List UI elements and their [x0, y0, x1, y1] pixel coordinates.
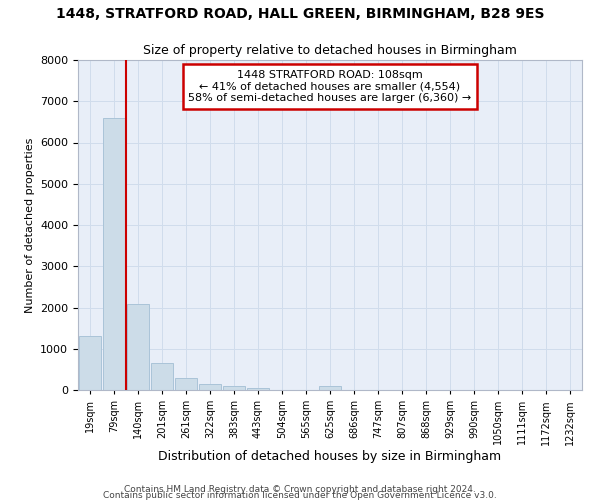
Y-axis label: Number of detached properties: Number of detached properties — [25, 138, 35, 312]
X-axis label: Distribution of detached houses by size in Birmingham: Distribution of detached houses by size … — [158, 450, 502, 463]
Title: Size of property relative to detached houses in Birmingham: Size of property relative to detached ho… — [143, 44, 517, 58]
Bar — [247, 388, 269, 390]
Bar — [79, 336, 101, 390]
Bar — [199, 384, 221, 390]
Text: 1448, STRATFORD ROAD, HALL GREEN, BIRMINGHAM, B28 9ES: 1448, STRATFORD ROAD, HALL GREEN, BIRMIN… — [56, 8, 544, 22]
Text: 1448 STRATFORD ROAD: 108sqm
← 41% of detached houses are smaller (4,554)
58% of : 1448 STRATFORD ROAD: 108sqm ← 41% of det… — [188, 70, 472, 103]
Bar — [319, 386, 341, 390]
Text: Contains public sector information licensed under the Open Government Licence v3: Contains public sector information licen… — [103, 490, 497, 500]
Bar — [223, 386, 245, 390]
Bar — [175, 378, 197, 390]
Text: Contains HM Land Registry data © Crown copyright and database right 2024.: Contains HM Land Registry data © Crown c… — [124, 484, 476, 494]
Bar — [127, 304, 149, 390]
Bar — [151, 363, 173, 390]
Bar — [103, 118, 125, 390]
